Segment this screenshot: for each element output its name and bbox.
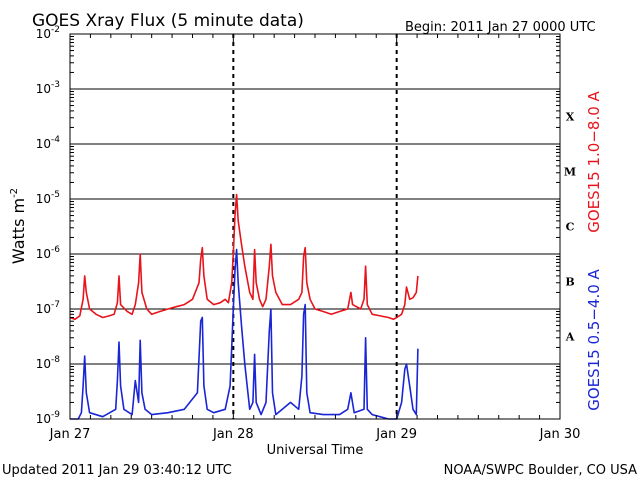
y-tick-label: 10-8 [36, 355, 61, 371]
grid-lines [70, 88, 560, 365]
flare-class-labels: A B C M X [564, 111, 576, 344]
x-tick-label: Jan 29 [375, 427, 417, 442]
y-tick-label: 10-4 [36, 135, 61, 151]
updated-timestamp: Updated 2011 Jan 29 03:40:12 UTC [2, 463, 232, 478]
series-line-short [70, 248, 419, 420]
x-tick-label: Jan 27 [49, 427, 91, 442]
flare-class-c: C [566, 221, 575, 234]
flare-class-b: B [565, 276, 574, 289]
plot-frame [69, 33, 561, 420]
y-axis-ticks: 10-9 10-8 10-7 10-6 10-5 10-4 10-3 10-2 [36, 25, 560, 426]
legend-long-channel: GOES15 1.0−8.0 A [585, 90, 603, 232]
y-tick-label: 10-6 [36, 245, 61, 261]
y-tick-label: 10-2 [36, 25, 60, 41]
y-tick-label: 10-7 [36, 300, 60, 316]
begin-label: Begin: 2011 Jan 27 0000 UTC [405, 20, 596, 35]
chart-title: GOES Xray Flux (5 minute data) [32, 11, 304, 31]
x-tick-label: Jan 28 [212, 427, 254, 442]
series-line-long [69, 193, 419, 321]
source-credit: NOAA/SWPC Boulder, CO USA [444, 463, 637, 478]
x-tick-label: Jan 30 [539, 427, 581, 442]
y-tick-label: 10-5 [36, 190, 60, 206]
x-axis-label: Universal Time [267, 443, 364, 458]
series-group [69, 193, 419, 420]
x-axis-ticks: Jan 27 Jan 28 Jan 29 Jan 30 [49, 34, 581, 442]
flare-class-a: A [565, 331, 575, 344]
legend-short-channel: GOES15 0.5−4.0 A [585, 268, 603, 410]
flare-class-x: X [566, 111, 575, 124]
y-tick-label: 10-3 [36, 80, 60, 96]
y-tick-label: 10-9 [36, 410, 61, 426]
flare-class-m: M [564, 166, 576, 179]
y-axis-label: Watts m-2 [9, 188, 28, 264]
data-gap-markers [232, 34, 398, 419]
